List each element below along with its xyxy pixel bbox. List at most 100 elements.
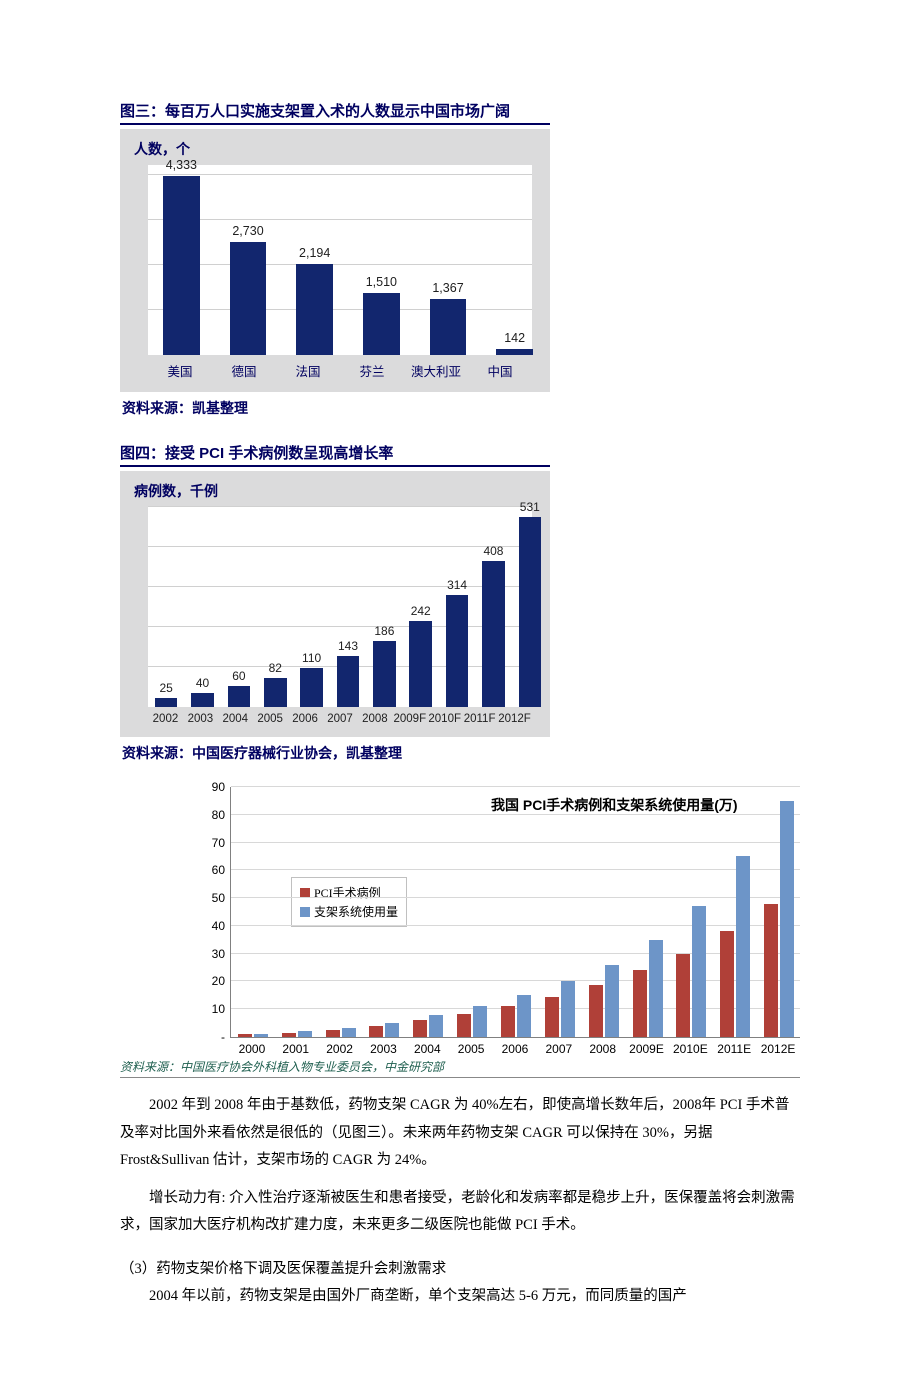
chart3-category-label: 2012E	[756, 1042, 800, 1056]
chart3-bar	[517, 995, 531, 1037]
chart1-value-label: 1,367	[432, 281, 463, 295]
chart1-value-label: 4,333	[166, 158, 197, 172]
legend-swatch	[300, 888, 310, 898]
chart1-bar	[296, 264, 333, 355]
chart3-category-label: 2005	[449, 1042, 493, 1056]
gridline	[231, 925, 800, 926]
chart3-bar	[326, 1030, 340, 1037]
chart2-box: 病例数，千例 25406082110143186242314408531 200…	[120, 471, 550, 737]
chart3-category-label: 2011E	[712, 1042, 756, 1056]
chart2-bar	[191, 693, 214, 707]
gridline	[231, 786, 800, 787]
chart2-category-label: 2009F	[392, 707, 427, 725]
chart3-bar	[429, 1015, 443, 1037]
gridline	[231, 814, 800, 815]
chart1-value-label: 2,194	[299, 246, 330, 260]
chart2-category-label: 2002	[148, 707, 183, 725]
chart3-bar	[545, 997, 559, 1037]
chart2-bar	[228, 686, 251, 707]
chart2-bar	[264, 678, 287, 707]
chart2-value-label: 242	[411, 604, 431, 618]
gridline	[231, 980, 800, 981]
chart3-bar	[413, 1020, 427, 1037]
chart1-category-label: 澳大利亚	[404, 355, 468, 380]
chart3-bar	[385, 1023, 399, 1037]
chart1-category-label: 中国	[468, 355, 532, 380]
chart1-category-label: 法国	[276, 355, 340, 380]
chart3-bar	[605, 965, 619, 1037]
gridline	[148, 506, 532, 507]
chart3-bar	[676, 954, 690, 1037]
chart3-bar	[369, 1026, 383, 1037]
gridline	[148, 174, 532, 175]
chart1-plot: 4,3332,7302,1941,5101,367142	[148, 165, 532, 355]
gridline	[231, 842, 800, 843]
chart3-ytick: 90	[201, 780, 225, 794]
chart1-source: 资料来源：凯基整理	[122, 398, 800, 418]
chart3-legend: PCI手术病例支架系统使用量	[291, 877, 407, 927]
chart3-bar	[298, 1031, 312, 1037]
chart2-value-label: 82	[269, 661, 282, 675]
chart3-bar	[764, 904, 778, 1037]
chart3-source: 资料来源：中国医疗协会外科植入物专业委员会，中金研究部	[120, 1058, 800, 1078]
chart3-category-label: 2008	[581, 1042, 625, 1056]
chart3-bar	[561, 981, 575, 1037]
section-heading-3: （3）药物支架价格下调及医保覆盖提升会刺激需求	[120, 1256, 800, 1284]
gridline	[148, 546, 532, 547]
chart3-ytick: 80	[201, 808, 225, 822]
chart3-bar	[254, 1034, 268, 1037]
legend-label: PCI手术病例	[314, 884, 381, 901]
chart2-value-label: 60	[232, 669, 245, 683]
chart3-category-label: 2002	[318, 1042, 362, 1056]
paragraph-1: 2002 年到 2008 年由于基数低，药物支架 CAGR 为 40%左右，即使…	[120, 1092, 800, 1175]
chart2-source: 资料来源：中国医疗器械行业协会，凯基整理	[122, 743, 800, 763]
chart2-plot: 25406082110143186242314408531	[148, 507, 532, 707]
chart2-category-label: 2007	[323, 707, 358, 725]
paragraph-3: 2004 年以前，药物支架是由国外厂商垄断，单个支架高达 5-6 万元，而同质量…	[120, 1283, 800, 1311]
chart3-ytick: 50	[201, 891, 225, 905]
chart1-value-label: 142	[504, 331, 525, 345]
chart3-category-label: 2010E	[668, 1042, 712, 1056]
chart2-category-label: 2011F	[462, 707, 497, 725]
chart2-value-label: 186	[374, 624, 394, 638]
chart2-value-label: 531	[520, 500, 540, 514]
chart3-ytick-zero: -	[201, 1030, 225, 1044]
chart2-value-label: 25	[159, 681, 172, 695]
gridline	[148, 309, 532, 310]
chart3-category-label: 2000	[230, 1042, 274, 1056]
chart3-bar	[342, 1028, 356, 1037]
legend-label: 支架系统使用量	[314, 903, 398, 920]
chart3-bar	[457, 1014, 471, 1037]
chart3-bar	[649, 940, 663, 1037]
chart2-bar	[373, 641, 396, 707]
chart1-xaxis: 美国德国法国芬兰澳大利亚中国	[148, 355, 532, 380]
chart2-bar	[446, 595, 469, 707]
chart2-category-label: 2012F	[497, 707, 532, 725]
chart2-category-label: 2004	[218, 707, 253, 725]
chart3-category-label: 2007	[537, 1042, 581, 1056]
chart1-value-label: 2,730	[232, 224, 263, 238]
chart1-value-label: 1,510	[366, 275, 397, 289]
chart3-bar	[692, 906, 706, 1037]
chart3-bar	[501, 1006, 515, 1037]
gridline	[231, 869, 800, 870]
chart1-bar	[496, 349, 533, 355]
chart2-bar	[482, 561, 505, 707]
chart2-bar	[409, 621, 432, 707]
chart3-bar	[720, 931, 734, 1037]
chart1-bar	[230, 242, 267, 355]
chart2-value-label: 40	[196, 676, 209, 690]
chart1-box: 人数，个 4,3332,7302,1941,5101,367142 美国德国法国…	[120, 129, 550, 392]
gridline	[148, 219, 532, 220]
chart2-value-label: 110	[302, 651, 321, 665]
chart3-bar	[238, 1034, 252, 1037]
chart2-category-label: 2010F	[427, 707, 462, 725]
gridline	[148, 586, 532, 587]
chart2-bar	[300, 668, 323, 707]
gridline	[148, 264, 532, 265]
chart2-title: 图四：接受 PCI 手术病例数呈现高增长率	[120, 442, 550, 467]
chart3-ytick: 30	[201, 947, 225, 961]
chart3-ytick: 20	[201, 974, 225, 988]
chart1-bar	[363, 293, 400, 355]
chart3-box: 我国 PCI手术病例和支架系统使用量(万) PCI手术病例支架系统使用量 102…	[190, 787, 800, 1056]
